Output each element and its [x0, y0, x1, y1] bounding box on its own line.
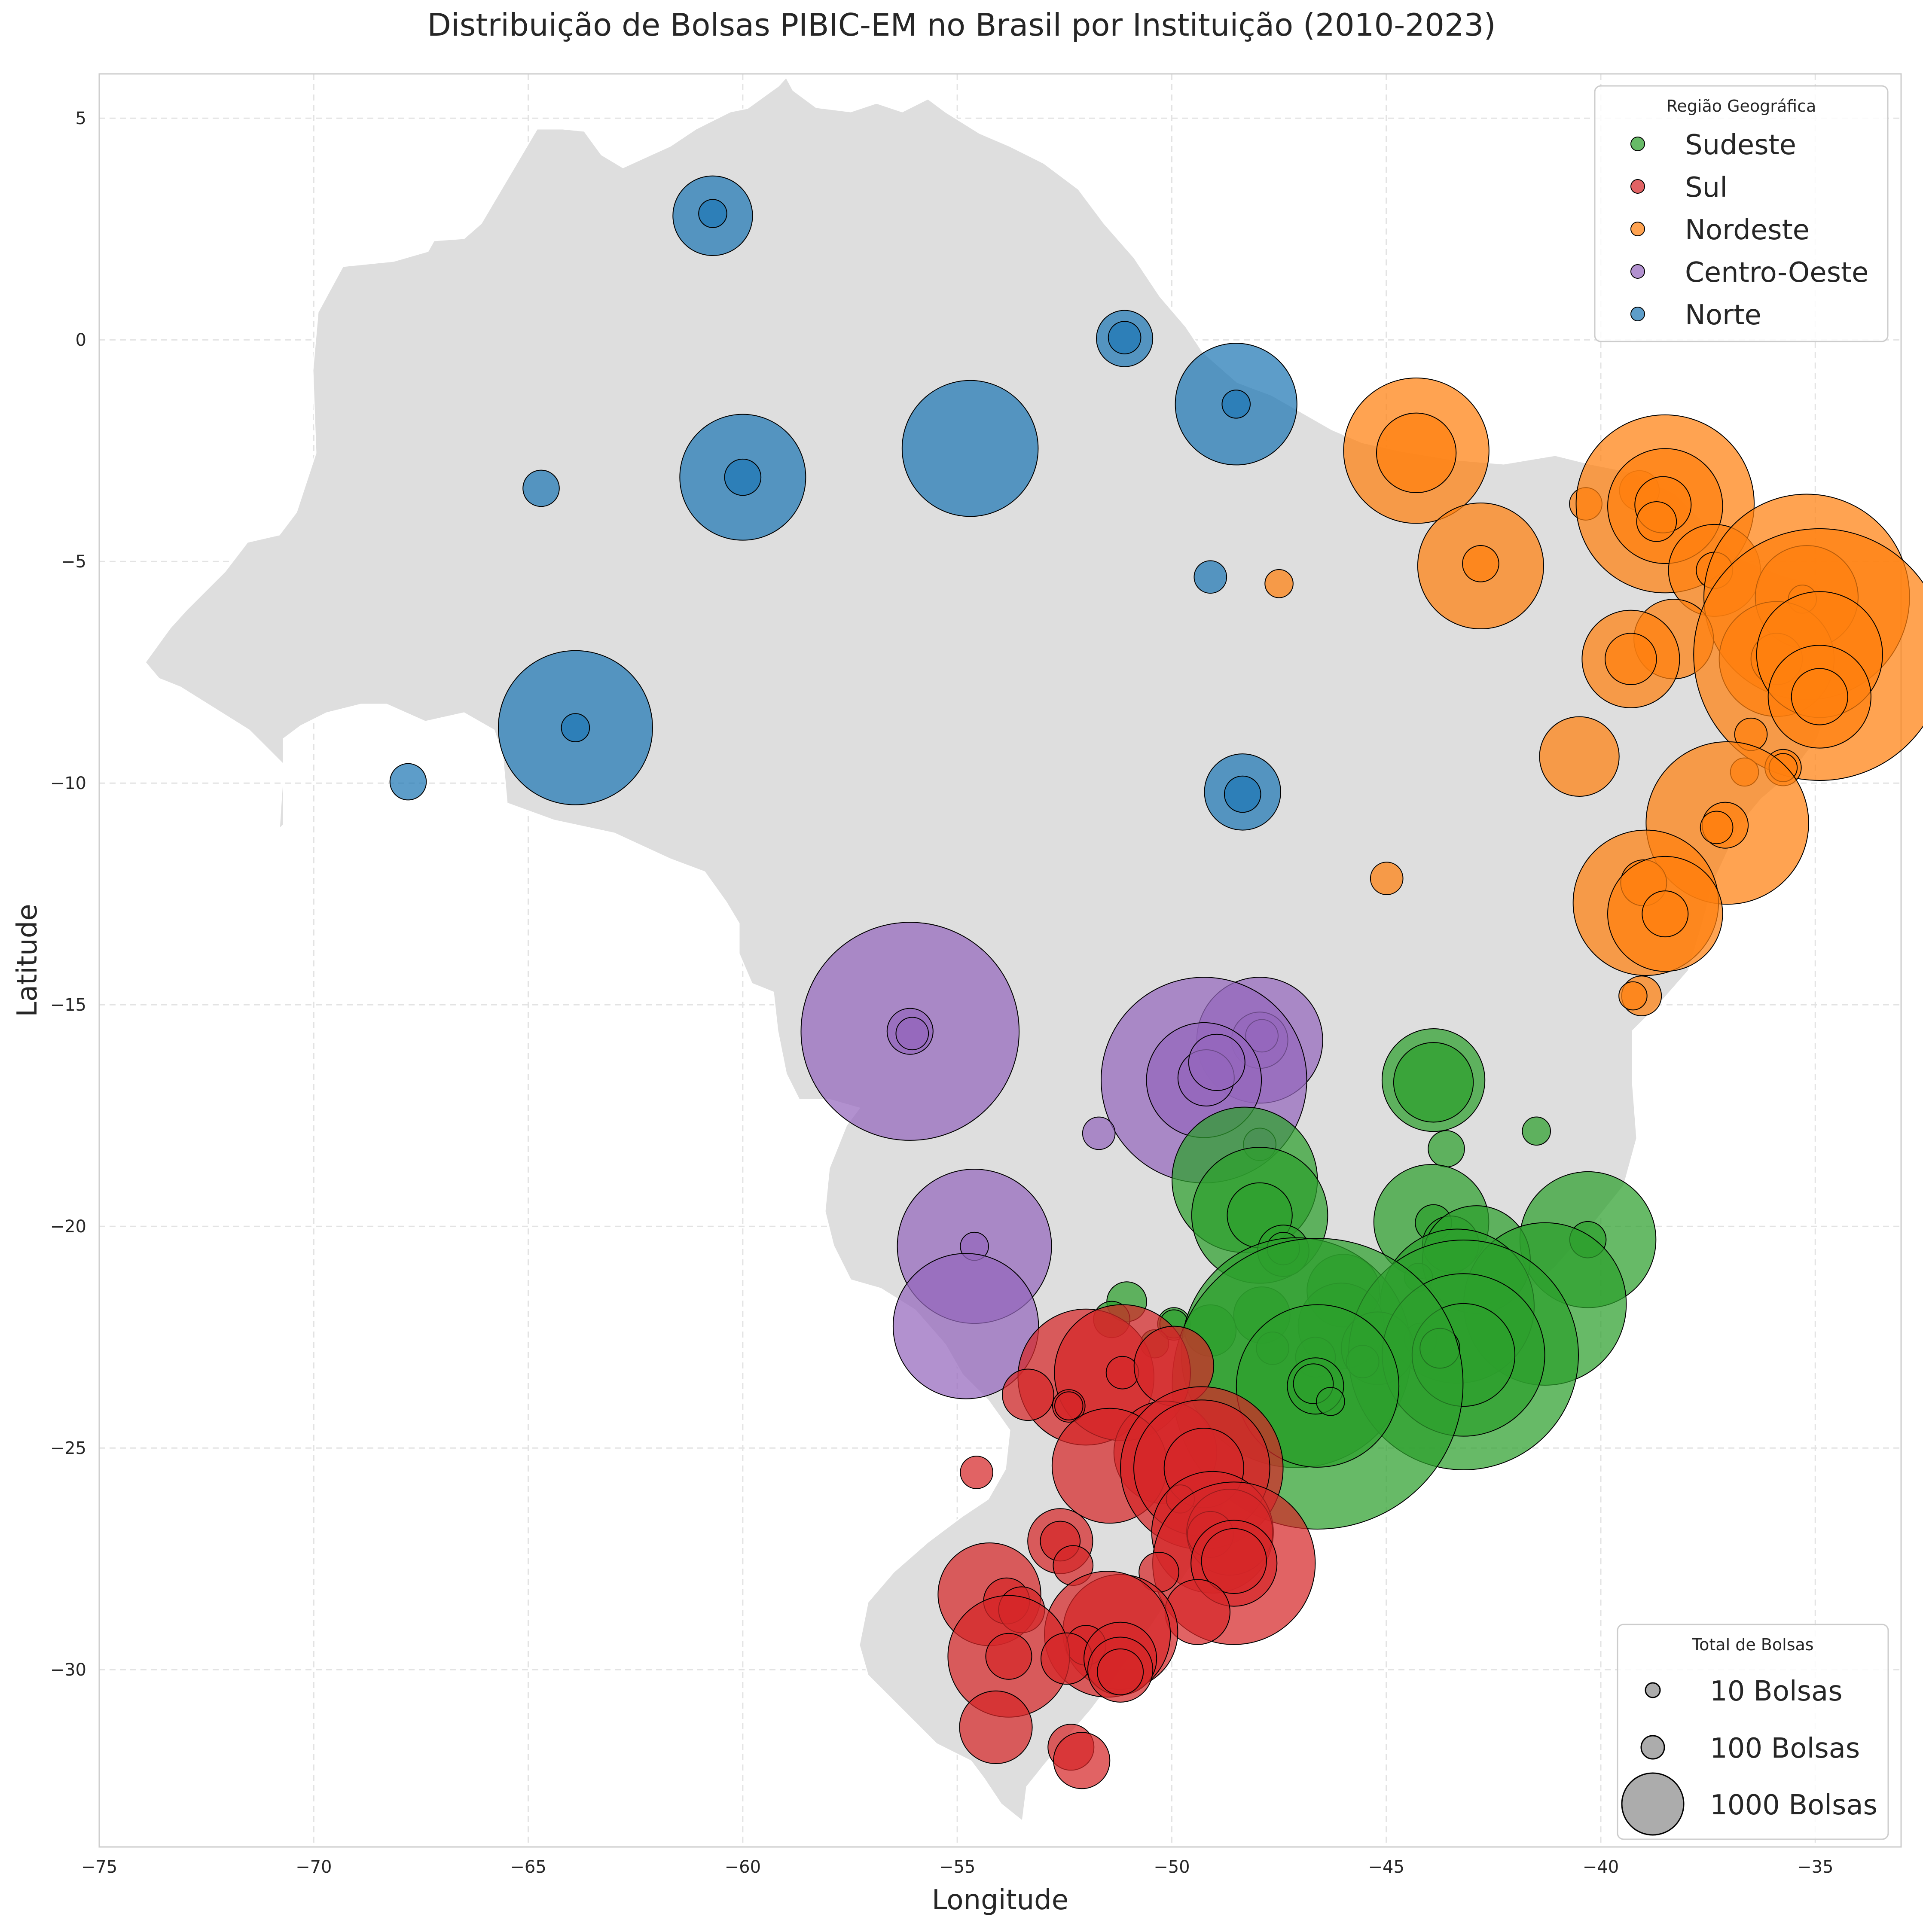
x-axis-label: Longitude — [932, 1884, 1068, 1916]
data-point-sul — [1201, 1528, 1267, 1594]
x-tick-label: −45 — [1368, 1857, 1404, 1877]
x-tick-label: −50 — [1154, 1857, 1190, 1877]
x-tick-label: −40 — [1583, 1857, 1619, 1877]
data-point-sudeste — [1428, 1130, 1465, 1167]
y-tick-label: 0 — [76, 330, 86, 350]
y-tick-label: −10 — [50, 774, 86, 793]
x-tick-label: −35 — [1797, 1857, 1833, 1877]
data-point-sul — [985, 1633, 1032, 1680]
legend-region-title: Região Geográfica — [1667, 97, 1816, 116]
x-tick-label: −75 — [81, 1857, 117, 1877]
legend-region-box — [1594, 85, 1889, 342]
legend-size-label: 1000 Bolsas — [1710, 1789, 1877, 1821]
data-point-norte — [698, 199, 727, 228]
data-point-nordeste — [1605, 633, 1657, 686]
data-point-nordeste — [1370, 862, 1404, 895]
legend-label-sudeste: Sudeste — [1685, 129, 1796, 161]
legend-marker-sul — [1630, 179, 1645, 194]
legend-size-box — [1617, 1624, 1889, 1840]
data-point-nordeste — [1642, 890, 1689, 938]
data-point-norte — [724, 458, 762, 496]
x-tick-label: −65 — [510, 1857, 546, 1877]
data-point-nordeste — [1636, 501, 1677, 542]
data-point-norte — [901, 380, 1039, 517]
y-tick-label: 5 — [76, 109, 86, 128]
axes — [98, 73, 1902, 1848]
y-tick-label: −5 — [61, 552, 86, 572]
x-tick-label: −70 — [296, 1857, 332, 1877]
y-tick-label: −25 — [50, 1438, 86, 1458]
data-point-centro-oeste — [1188, 1033, 1245, 1091]
legend-marker-nordeste — [1630, 222, 1645, 236]
data-point-sul — [1105, 1356, 1139, 1390]
plot-frame — [98, 73, 1902, 1848]
legend-size: Total de Bolsas 10 Bolsas 100 Bolsas 1000 B… — [1617, 1624, 1889, 1840]
data-point-centro-oeste — [895, 1017, 929, 1051]
legend-label-centro-oeste: Centro-Oeste — [1685, 257, 1868, 289]
data-point-sul — [1002, 1368, 1054, 1421]
data-points — [389, 175, 1923, 1789]
legend-size-title: Total de Bolsas — [1691, 1635, 1813, 1654]
x-tick-labels: −75 −70 −65 −60 −55 −50 −45 −40 −35 — [81, 1857, 1834, 1877]
legend-label-norte: Norte — [1685, 299, 1761, 331]
legend-label-sul: Sul — [1685, 172, 1728, 204]
data-point-norte — [561, 713, 590, 742]
legend-label-nordeste: Nordeste — [1685, 214, 1810, 246]
data-point-centro-oeste — [892, 1253, 1039, 1399]
legend-size-label: 10 Bolsas — [1710, 1676, 1843, 1707]
data-point-nordeste — [1791, 668, 1848, 725]
y-tick-label: −20 — [50, 1217, 86, 1237]
y-tick-label: −15 — [50, 995, 86, 1015]
legend-marker-norte — [1630, 307, 1645, 321]
data-point-nordeste — [1618, 981, 1648, 1011]
data-point-norte — [1221, 390, 1251, 419]
chart-title: Distribuição de Bolsas PIBIC-EM no Brasi… — [427, 7, 1496, 43]
legend-size-marker — [1645, 1682, 1661, 1698]
data-point-sul — [1054, 1391, 1084, 1420]
y-tick-label: −30 — [50, 1660, 86, 1680]
data-point-norte — [522, 469, 560, 507]
data-point-sul — [960, 1456, 993, 1489]
legend-marker-centro-oeste — [1630, 264, 1645, 279]
y-axis-label: Latitude — [12, 904, 43, 1017]
data-point-sul — [1097, 1648, 1144, 1695]
data-point-norte — [389, 763, 427, 801]
legend-size-marker — [1640, 1735, 1665, 1760]
data-point-sul — [1053, 1732, 1111, 1789]
data-point-nordeste — [1539, 716, 1620, 797]
data-point-sudeste — [1393, 1042, 1474, 1123]
y-tick-labels: 5 0 −5 −10 −15 −20 −25 −30 — [50, 109, 86, 1680]
data-point-nordeste — [1462, 545, 1499, 582]
data-point-nordeste — [1700, 811, 1734, 844]
legend-size-marker — [1621, 1772, 1685, 1836]
data-point-nordeste — [1376, 412, 1457, 494]
legend-marker-sudeste — [1630, 137, 1645, 151]
data-point-centro-oeste — [1082, 1116, 1116, 1150]
legend-size-label: 100 Bolsas — [1710, 1733, 1860, 1764]
legend-region: Região Geográfica Sudeste Sul Nordeste Centr… — [1594, 85, 1889, 342]
data-point-norte — [1193, 560, 1227, 594]
x-tick-label: −55 — [939, 1857, 975, 1877]
x-tick-label: −60 — [725, 1857, 761, 1877]
data-point-sudeste — [1316, 1387, 1345, 1416]
data-point-norte — [1108, 321, 1142, 354]
data-point-norte — [1224, 775, 1261, 813]
data-point-nordeste — [1264, 569, 1294, 598]
data-point-sul — [959, 1690, 1033, 1764]
data-point-sudeste — [1522, 1116, 1551, 1146]
